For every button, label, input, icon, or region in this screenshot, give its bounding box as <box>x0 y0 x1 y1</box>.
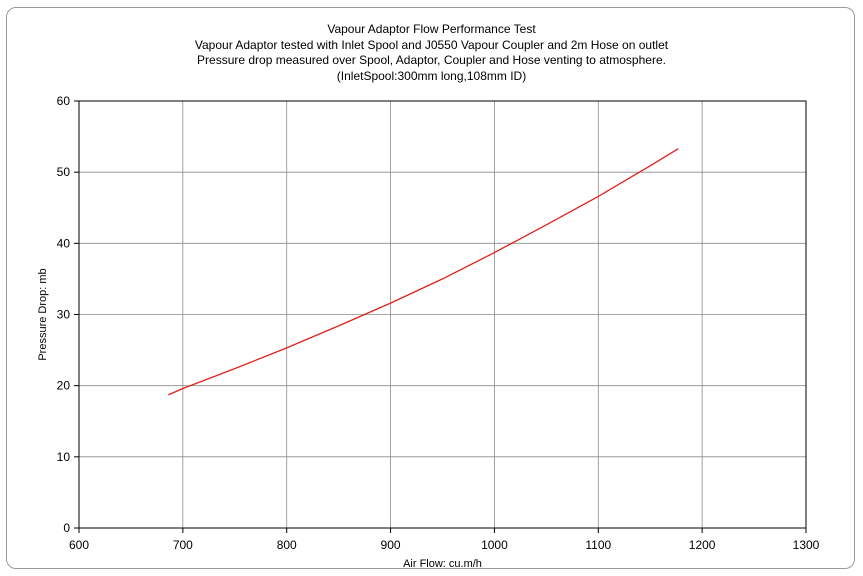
x-tick-label: 900 <box>381 538 401 552</box>
x-tick-label: 800 <box>277 538 297 552</box>
y-axis-label: Pressure Drop: mb <box>37 268 49 360</box>
x-tick-label: 600 <box>69 538 89 552</box>
x-tick-label: 1000 <box>481 538 508 552</box>
y-tick-label: 10 <box>57 450 71 464</box>
chart-subtitle-2: Pressure drop measured over Spool, Adapt… <box>197 53 666 67</box>
x-tick-label: 1300 <box>793 538 820 552</box>
tick-labels: 600 700 800 900 1000 1100 1200 1300 0 10 20 30 40 50 6… <box>57 94 820 552</box>
y-tick-label: 20 <box>57 379 71 393</box>
chart-subtitle-3: (InletSpool:300mm long,108mm ID) <box>336 68 527 83</box>
chart-subtitle-1: Vapour Adaptor tested with Inlet Spool a… <box>194 37 669 52</box>
axes <box>74 100 807 533</box>
chart-title: Vapour Adaptor Flow Performance Test <box>327 22 536 36</box>
series-line <box>168 148 679 396</box>
x-tick-label: 1100 <box>585 538 611 552</box>
y-tick-label: 50 <box>57 165 71 179</box>
y-tick-label: 60 <box>57 94 71 108</box>
chart-title-block: Vapour Adaptor Flow Performance Test Vap… <box>0 22 863 84</box>
y-tick-label: 40 <box>57 236 71 250</box>
grid <box>79 101 806 528</box>
y-tick-label: 0 <box>63 521 70 535</box>
series-layer <box>168 148 679 396</box>
y-tick-label: 30 <box>57 308 71 322</box>
x-tick-label: 1200 <box>689 538 716 552</box>
x-axis-label: Air Flow: cu.m/h <box>403 558 482 570</box>
x-tick-label: 700 <box>173 538 193 552</box>
